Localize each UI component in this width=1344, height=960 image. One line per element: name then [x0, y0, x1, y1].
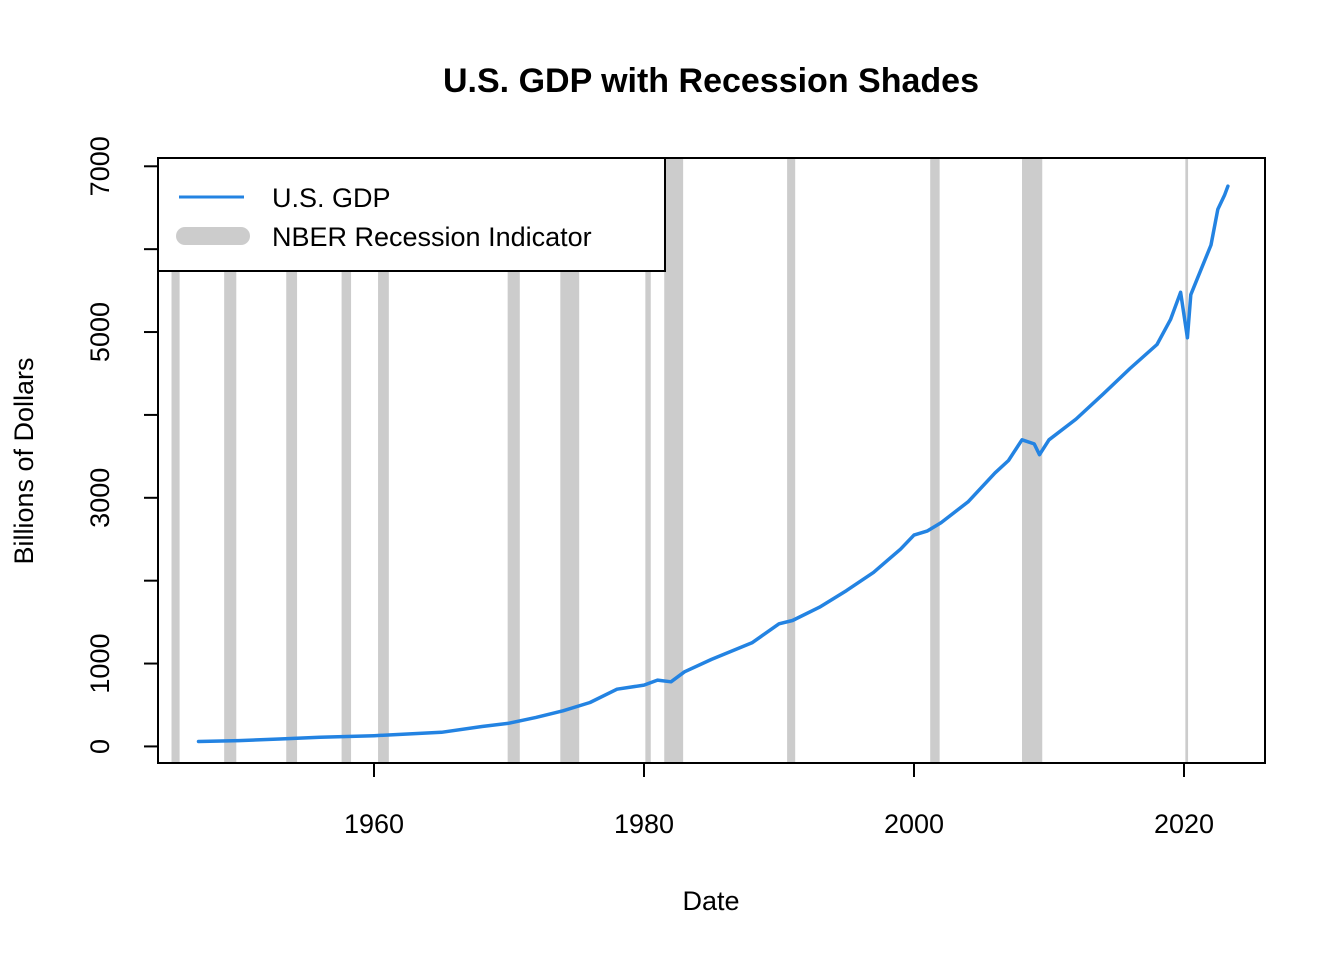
recession-band [930, 158, 940, 763]
y-axis-title: Billions of Dollars [9, 357, 39, 564]
y-axis: 0 1000 3000 5000 7000 [85, 136, 159, 754]
x-axis-title: Date [682, 886, 739, 916]
x-tick-label: 2020 [1154, 809, 1214, 839]
recession-band [787, 158, 796, 763]
x-tick-label: 1960 [344, 809, 404, 839]
x-tick-label: 1980 [614, 809, 674, 839]
legend-label-recession: NBER Recession Indicator [272, 222, 592, 252]
y-tick-label: 3000 [85, 468, 115, 528]
recession-band [1022, 158, 1043, 763]
x-axis: 1960 1980 2000 2020 [344, 762, 1214, 839]
recession-band [378, 158, 389, 763]
recession-band [1185, 158, 1189, 763]
y-tick-label: 1000 [85, 634, 115, 694]
series-layer [196, 184, 1230, 744]
recession-band [560, 158, 580, 763]
recession-band [224, 158, 237, 763]
legend-box [157, 157, 666, 272]
y-tick-label: 5000 [85, 302, 115, 362]
legend-label-gdp: U.S. GDP [272, 183, 391, 213]
legend: U.S. GDP NBER Recession Indicator [157, 157, 666, 272]
y-tick-label: 0 [85, 739, 115, 754]
recession-band [171, 158, 180, 763]
recession-band [645, 158, 651, 763]
y-tick-label: 7000 [85, 136, 115, 196]
x-tick-label: 2000 [884, 809, 944, 839]
recession-band [341, 158, 352, 763]
recession-shades [171, 158, 1189, 763]
recession-band [507, 158, 520, 763]
recession-band [286, 158, 298, 763]
chart-title: U.S. GDP with Recession Shades [443, 62, 979, 100]
series-line-gdp [196, 184, 1230, 744]
recession-band [664, 158, 684, 763]
